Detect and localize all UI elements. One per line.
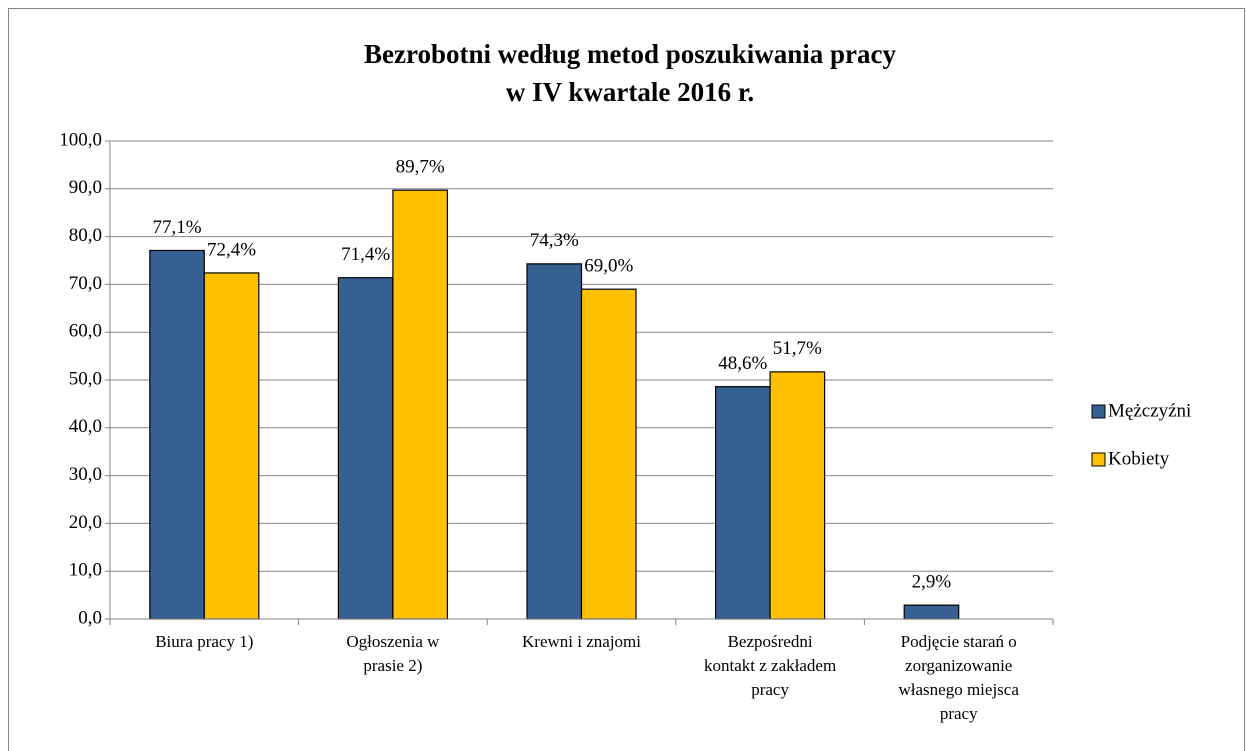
data-label: 51,7% bbox=[773, 338, 822, 359]
x-tick-line: Ogłoszenia w bbox=[346, 632, 440, 651]
legend-label: Mężczyźni bbox=[1108, 400, 1191, 421]
bar bbox=[149, 249, 205, 620]
bar bbox=[526, 263, 583, 620]
x-tick-line: pracy bbox=[940, 704, 978, 723]
bar bbox=[580, 288, 637, 620]
chart-border bbox=[8, 8, 1245, 751]
y-tick-label: 0,0 bbox=[78, 607, 102, 628]
bar bbox=[903, 604, 960, 620]
bar bbox=[337, 277, 394, 620]
x-tick-line: Biura pracy 1) bbox=[155, 632, 253, 651]
data-label: 72,4% bbox=[207, 239, 256, 260]
x-tick-line: prasie 2) bbox=[363, 656, 422, 675]
x-tick-line: kontakt z zakładem bbox=[704, 656, 836, 675]
x-tick-label: Krewni i znajomi bbox=[522, 632, 641, 651]
x-tick-label: Podjęcie starań o zorganizowanie własnego … bbox=[899, 632, 1020, 723]
x-tick-line: Bezpośredni bbox=[728, 632, 813, 651]
bar bbox=[769, 371, 826, 620]
legend-swatch bbox=[1091, 452, 1106, 467]
y-tick-label: 60,0 bbox=[69, 321, 102, 342]
y-tick-label: 10,0 bbox=[69, 560, 102, 581]
x-tick-line: Podjęcie starań o bbox=[901, 632, 1017, 651]
bar bbox=[714, 386, 771, 620]
y-tick-label: 70,0 bbox=[69, 273, 102, 294]
data-label: 69,0% bbox=[584, 256, 633, 277]
x-tick-line: Krewni i znajomi bbox=[522, 632, 641, 651]
data-label: 74,3% bbox=[530, 230, 579, 251]
bar bbox=[392, 189, 448, 620]
chart-title: Bezrobotni według metod poszukiwania pra… bbox=[364, 39, 897, 69]
chart-title: w IV kwartale 2016 r. bbox=[506, 77, 754, 107]
x-tick-label: Ogłoszenia w prasie 2) bbox=[346, 632, 440, 675]
x-tick-label: Biura pracy 1) bbox=[155, 632, 253, 651]
x-tick-line: pracy bbox=[751, 680, 789, 699]
x-tick-line: zorganizowanie bbox=[905, 656, 1012, 675]
legend-swatch bbox=[1091, 404, 1106, 419]
legend-label: Kobiety bbox=[1108, 448, 1170, 469]
x-tick-line: własnego miejsca bbox=[899, 680, 1020, 699]
y-tick-label: 50,0 bbox=[69, 368, 102, 389]
y-tick-label: 100,0 bbox=[59, 129, 102, 150]
y-tick-label: 90,0 bbox=[69, 177, 102, 198]
x-tick-label: Bezpośredni kontakt z zakładem pracy bbox=[704, 632, 836, 699]
y-tick-label: 30,0 bbox=[69, 464, 102, 485]
data-label: 89,7% bbox=[396, 157, 445, 178]
y-tick-label: 20,0 bbox=[69, 512, 102, 533]
bar bbox=[203, 272, 260, 620]
y-tick-label: 40,0 bbox=[69, 416, 102, 437]
data-label: 2,9% bbox=[912, 571, 952, 592]
data-label: 77,1% bbox=[153, 217, 202, 238]
data-label: 48,6% bbox=[718, 353, 767, 374]
y-tick-label: 80,0 bbox=[69, 225, 102, 246]
data-label: 71,4% bbox=[341, 244, 390, 265]
